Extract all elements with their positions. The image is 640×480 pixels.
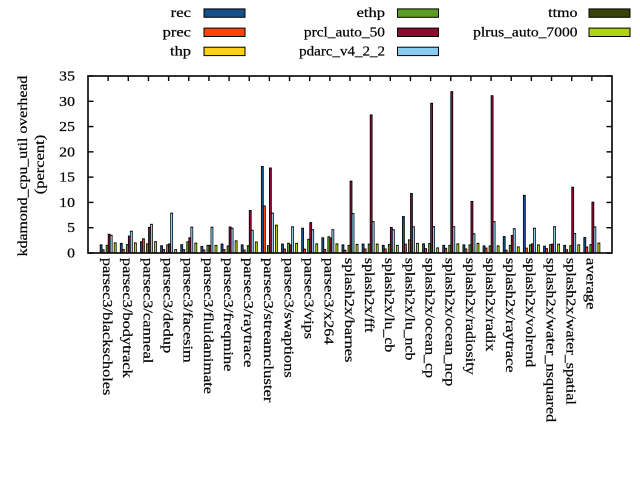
svg-text:splash2x/volrend: splash2x/volrend xyxy=(522,258,537,367)
svg-text:splash2x/radiosity: splash2x/radiosity xyxy=(462,258,477,375)
svg-text:parsec3/bodytrack: parsec3/bodytrack xyxy=(119,258,134,378)
svg-text:splash2x/ocean_cp: splash2x/ocean_cp xyxy=(421,258,436,378)
svg-text:kdamond_cpu_util overhead: kdamond_cpu_util overhead xyxy=(16,76,31,257)
svg-text:35: 35 xyxy=(59,70,75,85)
svg-text:parsec3/freqmine: parsec3/freqmine xyxy=(220,258,235,372)
svg-text:30: 30 xyxy=(59,95,75,110)
svg-text:parsec3/dedup: parsec3/dedup xyxy=(159,258,174,353)
svg-text:15: 15 xyxy=(59,171,75,186)
svg-text:parsec3/vips: parsec3/vips xyxy=(301,258,316,339)
svg-text:(percent): (percent) xyxy=(33,134,48,194)
svg-text:ttmo: ttmo xyxy=(548,6,577,21)
svg-text:splash2x/ocean_ncp: splash2x/ocean_ncp xyxy=(442,258,457,386)
svg-text:parsec3/streamcluster: parsec3/streamcluster xyxy=(260,258,275,403)
svg-text:thp: thp xyxy=(170,45,191,60)
svg-text:plrus_auto_7000: plrus_auto_7000 xyxy=(473,25,577,40)
svg-text:20: 20 xyxy=(59,145,75,160)
svg-text:prcl_auto_50: prcl_auto_50 xyxy=(304,25,385,40)
svg-text:0: 0 xyxy=(67,247,75,262)
svg-text:5: 5 xyxy=(67,221,75,236)
svg-text:parsec3/swaptions: parsec3/swaptions xyxy=(280,258,295,378)
svg-text:parsec3/blackscholes: parsec3/blackscholes xyxy=(99,258,114,395)
svg-text:splash2x/water_nsquared: splash2x/water_nsquared xyxy=(542,258,557,422)
svg-text:parsec3/facesim: parsec3/facesim xyxy=(180,258,195,363)
svg-text:splash2x/raytrace: splash2x/raytrace xyxy=(502,258,517,373)
svg-text:splash2x/lu_cb: splash2x/lu_cb xyxy=(381,258,396,352)
svg-text:splash2x/barnes: splash2x/barnes xyxy=(341,258,356,363)
svg-text:splash2x/radix: splash2x/radix xyxy=(482,258,497,352)
svg-text:25: 25 xyxy=(59,120,75,135)
svg-text:pdarc_v4_2_2: pdarc_v4_2_2 xyxy=(299,45,385,60)
svg-text:splash2x/water_spatial: splash2x/water_spatial xyxy=(563,258,578,405)
svg-text:splash2x/lu_ncb: splash2x/lu_ncb xyxy=(401,258,416,361)
svg-text:parsec3/canneal: parsec3/canneal xyxy=(139,258,154,364)
svg-text:parsec3/fluidanimate: parsec3/fluidanimate xyxy=(200,258,215,394)
svg-text:prec: prec xyxy=(163,25,191,40)
svg-text:average: average xyxy=(583,258,598,310)
svg-text:ethp: ethp xyxy=(357,6,385,21)
svg-text:parsec3/x264: parsec3/x264 xyxy=(321,258,336,345)
svg-text:splash2x/fft: splash2x/fft xyxy=(361,258,376,333)
svg-text:rec: rec xyxy=(171,6,191,21)
svg-text:10: 10 xyxy=(59,196,75,211)
svg-text:parsec3/raytrace: parsec3/raytrace xyxy=(240,258,255,368)
